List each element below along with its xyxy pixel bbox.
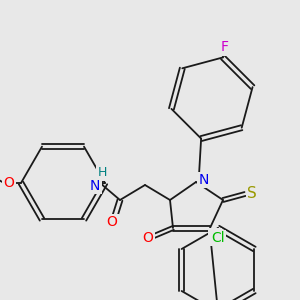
Text: F: F	[221, 40, 229, 54]
Text: Cl: Cl	[211, 231, 225, 245]
Text: H: H	[97, 167, 107, 179]
Text: S: S	[247, 187, 257, 202]
Text: O: O	[106, 215, 117, 229]
Text: O: O	[142, 231, 153, 245]
Text: N: N	[210, 229, 220, 243]
Text: N: N	[90, 179, 100, 193]
Text: N: N	[199, 173, 209, 187]
Text: O: O	[4, 176, 14, 190]
